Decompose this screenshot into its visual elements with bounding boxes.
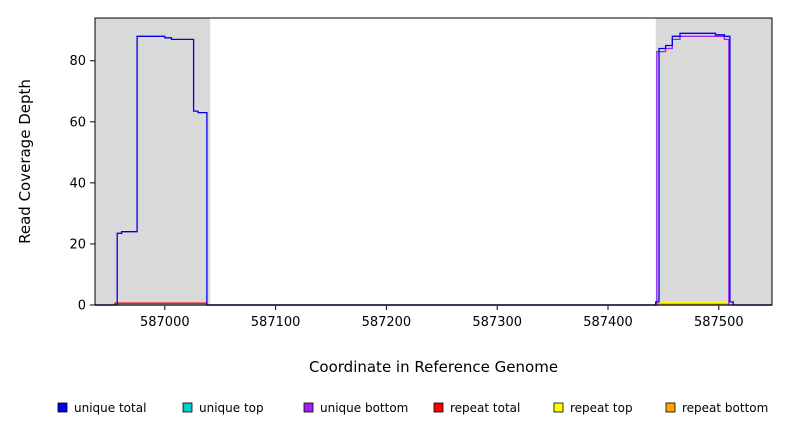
legend-label-unique-total: unique total <box>74 401 146 415</box>
y-axis-tick-label: 40 <box>69 176 86 191</box>
x-axis-tick-label: 587200 <box>362 315 412 330</box>
x-axis-tick-label: 587500 <box>694 315 744 330</box>
legend-swatch-repeat-bottom <box>665 402 676 413</box>
x-axis-title: Coordinate in Reference Genome <box>309 358 558 376</box>
x-axis-tick-label: 587000 <box>140 315 190 330</box>
legend-swatch-repeat-top <box>553 402 564 413</box>
legend-label-repeat-total: repeat total <box>450 401 520 415</box>
y-axis-tick-label: 20 <box>69 237 86 252</box>
legend-label-unique-bottom: unique bottom <box>320 401 408 415</box>
legend-label-unique-top: unique top <box>199 401 264 415</box>
y-axis-tick-label: 0 <box>78 299 86 314</box>
x-axis-tick-label: 587400 <box>583 315 633 330</box>
y-axis-title: Read Coverage Depth <box>16 79 34 244</box>
legend-swatch-unique-bottom <box>303 402 314 413</box>
shaded-region <box>655 18 772 305</box>
y-axis-tick-label: 80 <box>69 54 86 69</box>
legend-swatch-unique-total <box>57 402 68 413</box>
series-line-unique-bottom <box>95 35 772 306</box>
legend-label-repeat-top: repeat top <box>570 401 633 415</box>
plot-border <box>94 17 773 306</box>
x-axis-tick-label: 587300 <box>472 315 522 330</box>
legend-label-repeat-bottom: repeat bottom <box>682 401 768 415</box>
series-line-unique-total <box>95 32 772 306</box>
x-axis-tick-label: 587100 <box>251 315 301 330</box>
shaded-region <box>95 18 211 305</box>
y-axis-tick-label: 60 <box>69 115 86 130</box>
legend-swatch-repeat-total <box>433 402 444 413</box>
legend-swatch-unique-top <box>182 402 193 413</box>
